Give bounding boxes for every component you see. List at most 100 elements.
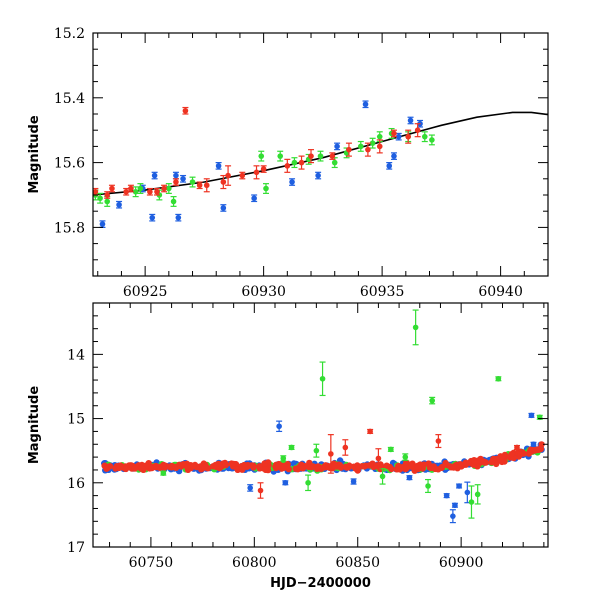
baseline-point (450, 464, 457, 471)
baseline-point (498, 454, 506, 461)
data-point (203, 178, 210, 193)
data-point (395, 132, 402, 141)
data-point (99, 220, 106, 228)
data-point (495, 375, 502, 382)
data-point (247, 484, 254, 492)
data-point (277, 150, 284, 162)
baseline-point (292, 465, 299, 472)
baseline-point (537, 445, 545, 453)
data-point (180, 174, 187, 183)
data-layer-top (93, 100, 548, 228)
baseline-point (438, 464, 445, 471)
data-point (313, 443, 320, 458)
baseline-point (201, 464, 208, 471)
data-point (390, 129, 397, 138)
baseline-point (280, 464, 287, 471)
data-point (369, 137, 376, 149)
y-tick-label: 15 (67, 412, 85, 428)
x-tick-label: 60800 (232, 555, 277, 571)
data-point (334, 142, 341, 151)
baseline-point (415, 463, 422, 470)
data-point (97, 192, 104, 204)
data-point (425, 478, 432, 494)
data-point (412, 309, 419, 346)
data-point (104, 191, 111, 199)
data-point (342, 439, 349, 456)
x-tick-label: 60925 (123, 284, 168, 300)
data-point (528, 412, 535, 419)
data-point (513, 444, 520, 451)
baseline-point (256, 465, 263, 472)
baseline-point (261, 460, 268, 467)
x-tick-label: 60930 (241, 284, 286, 300)
data-point (262, 183, 269, 194)
data-point (220, 174, 227, 190)
baseline-point (346, 462, 353, 469)
data-point (386, 162, 393, 170)
baseline-point (299, 465, 307, 472)
data-point (298, 155, 305, 170)
data-point (357, 140, 364, 152)
baseline-point (250, 464, 257, 471)
data-point (435, 434, 442, 449)
data-point (405, 129, 412, 144)
baseline-point (442, 459, 449, 467)
y-tick-label: 14 (67, 347, 85, 363)
data-point (288, 444, 295, 451)
baseline-point (239, 466, 246, 473)
data-point (160, 470, 167, 476)
baseline-point (103, 465, 110, 472)
data-point (407, 116, 414, 125)
data-point (428, 134, 435, 146)
data-point (196, 181, 203, 190)
data-point (536, 414, 543, 421)
y-tick-label: 15.8 (54, 220, 85, 236)
y-tick-label: 16 (67, 476, 85, 492)
y-tick-label: 15.6 (54, 156, 85, 172)
baseline-point (262, 466, 269, 473)
data-point (284, 158, 291, 173)
data-point (456, 483, 463, 489)
data-point (282, 479, 289, 486)
data-point (379, 468, 386, 485)
data-point (225, 165, 232, 186)
baseline-point (190, 462, 197, 470)
data-point (331, 157, 338, 169)
data-point (172, 171, 179, 180)
data-point (308, 149, 315, 164)
baseline-point (184, 464, 191, 471)
data-point (108, 184, 115, 193)
data-point (127, 184, 134, 193)
x-tick-label: 60750 (129, 555, 174, 571)
data-point (276, 420, 283, 433)
data-point (362, 100, 369, 109)
baseline-point (166, 463, 173, 470)
baseline-point (138, 465, 146, 472)
axes-frame-top (92, 32, 549, 277)
data-point (376, 139, 383, 154)
data-point (443, 492, 450, 499)
panel-bottom: 60750 60800 60850 60900 14 15 16 17 Magnitude HJD… (27, 302, 549, 591)
data-point (329, 152, 336, 160)
data-point (305, 474, 312, 492)
baseline-point (508, 451, 515, 458)
data-point (280, 455, 287, 462)
baseline-point (420, 461, 428, 468)
data-point (421, 131, 428, 143)
data-point (406, 474, 413, 481)
baseline-point (428, 464, 435, 472)
data-point (239, 171, 246, 180)
data-point (153, 187, 160, 196)
data-point (390, 152, 397, 160)
baseline-point (393, 466, 400, 473)
baseline-point (517, 451, 524, 458)
y-axis-title: Magnitude (27, 386, 42, 465)
baseline-point (221, 459, 229, 467)
baseline-point (176, 461, 183, 468)
data-point (317, 150, 324, 162)
data-point (319, 361, 326, 397)
baseline-point (304, 462, 312, 470)
baseline-point (462, 459, 470, 467)
data-point (260, 165, 267, 173)
